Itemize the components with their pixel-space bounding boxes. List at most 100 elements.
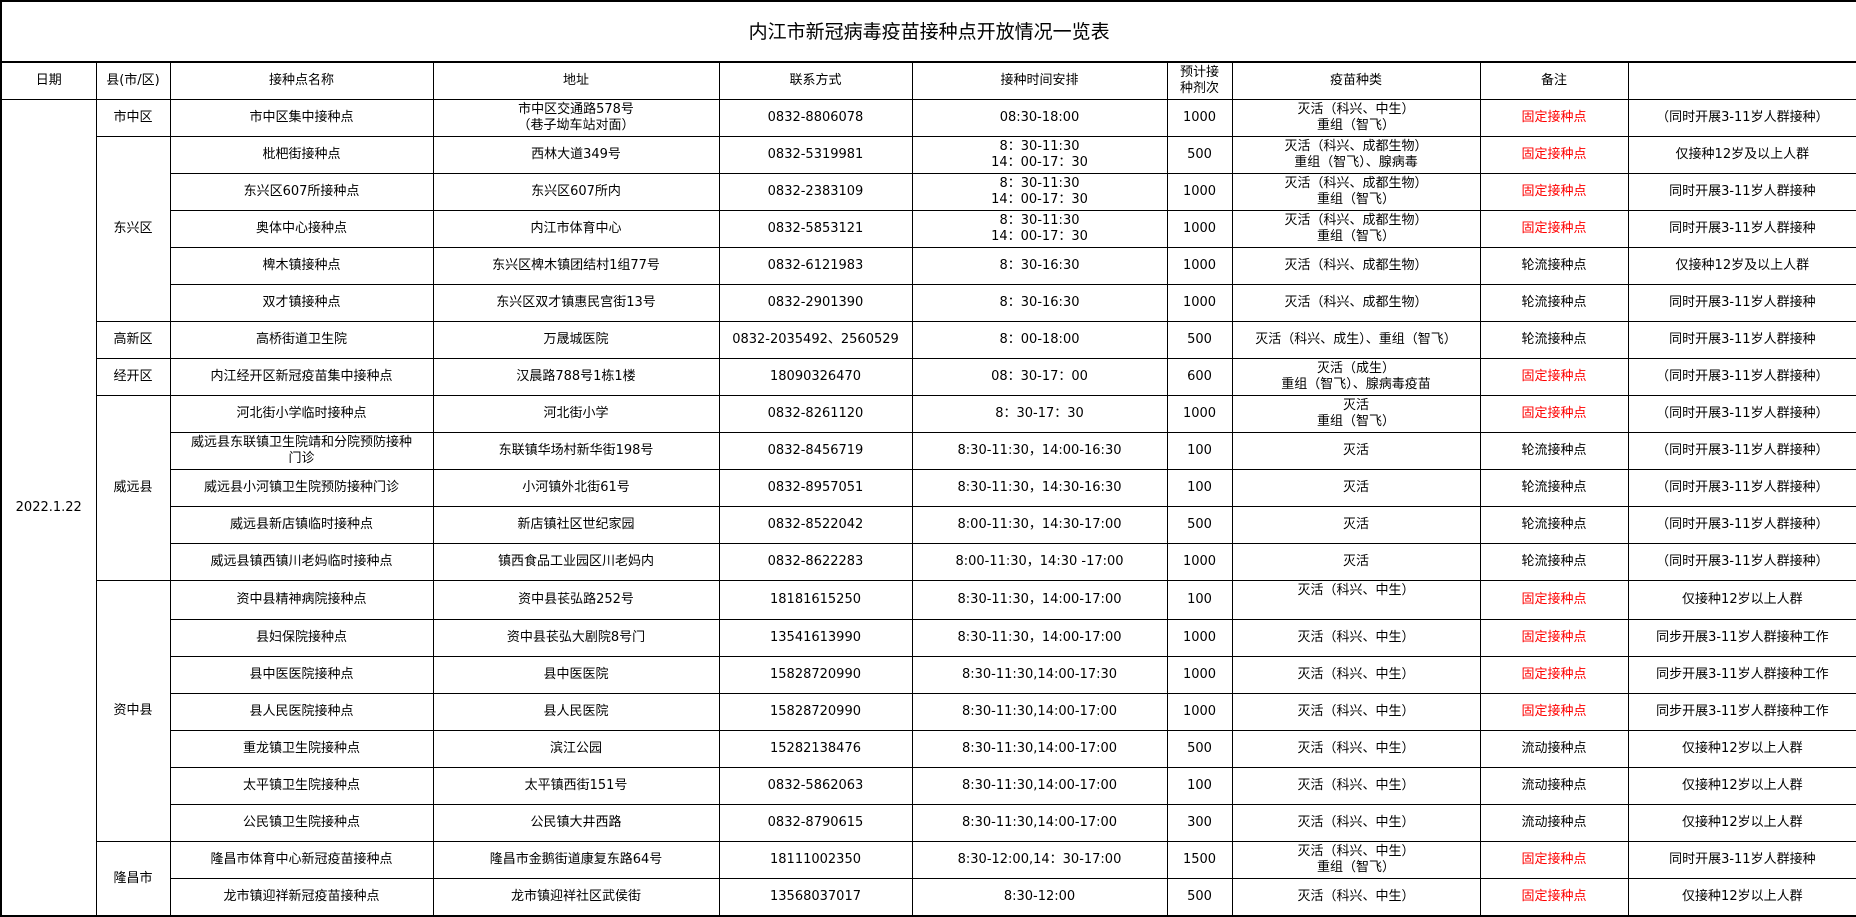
site-type-cell: 固定接种点 xyxy=(1479,841,1629,879)
contact-cell: 0832-8957051 xyxy=(718,469,913,507)
note-cell: （同时开展3-11岁人群接种） xyxy=(1627,99,1856,137)
header-schedule: 接种时间安排 xyxy=(911,61,1168,100)
schedule-cell: 8:30-11:30,14:00-17:00 xyxy=(911,767,1168,805)
vaccine-type-cell: 灭活 重组（智飞） xyxy=(1231,395,1481,433)
vaccine-type-cell: 灭活（科兴、中生） xyxy=(1231,878,1481,917)
contact-cell: 0832-5853121 xyxy=(718,210,913,248)
address-cell: 内江市体育中心 xyxy=(432,210,720,248)
address-cell: 镇西食品工业园区川老妈内 xyxy=(432,543,720,581)
header-contact: 联系方式 xyxy=(718,61,913,100)
table-row: 资中县 资中县精神病院接种点 资中县苌弘路252号 18181615250 8:30-1… xyxy=(1,580,1856,842)
table-row: 奥体中心接种点 内江市体育中心 0832-5853121 8：30-11:30 14：… xyxy=(1,210,1856,248)
table-row: 椑木镇接种点 东兴区椑木镇团结村1组77号 0832-6121983 8：30-16:… xyxy=(1,247,1856,285)
contact-cell: 0832-8806078 xyxy=(718,99,913,137)
doses-cell: 1000 xyxy=(1166,247,1233,285)
address-cell: 小河镇外北街61号 xyxy=(432,469,720,507)
doses-cell: 1000 xyxy=(1166,543,1233,581)
vaccine-type-cell: 灭活（科兴、中生） xyxy=(1231,767,1481,805)
table-row: 2022.1.22 市中区 市中区集中接种点 市中区交通路578号 （巷子坳车站对面）… xyxy=(0,99,1856,917)
vaccine-type-cell: 灭活（科兴、中生） 重组（智飞） xyxy=(1231,841,1481,879)
site-type-cell: 固定接种点 xyxy=(1479,656,1629,694)
site-name-cell: 县妇保院接种点 xyxy=(169,619,434,657)
doses-cell: 500 xyxy=(1166,730,1233,768)
vaccine-type-cell: 灭活（科兴、中生） xyxy=(1231,619,1481,657)
contact-cell: 13541613990 xyxy=(718,619,913,657)
note-cell: 同步开展3-11岁人群接种工作 xyxy=(1627,656,1856,694)
header-county: 县(市/区) xyxy=(95,61,171,100)
vaccine-type-cell: 灭活（科兴、中生） xyxy=(1231,693,1481,731)
site-name-cell: 威远县东联镇卫生院靖和分院预防接种 门诊 xyxy=(169,432,434,470)
schedule-cell: 8：30-11:30 14：00-17：30 xyxy=(911,210,1168,248)
doses-cell: 500 xyxy=(1166,506,1233,544)
header-row: 日期 县(市/区) 接种点名称 地址 联系方式 接种时间安排 预计接 种剂次 疫苗种类 备注 xyxy=(0,61,1856,100)
table-row: 双才镇接种点 东兴区双才镇惠民宫街13号 0832-2901390 8：30-16:3… xyxy=(1,284,1856,322)
note-cell: 同步开展3-11岁人群接种工作 xyxy=(1627,619,1856,657)
site-type-cell: 固定接种点 xyxy=(1479,136,1629,174)
site-name-cell: 枇杷街接种点 xyxy=(169,136,434,174)
address-cell: 市中区交通路578号 （巷子坳车站对面） xyxy=(432,99,720,137)
table-row: 县中医医院接种点 县中医医院 15828720990 8:30-11:30,14:00… xyxy=(1,656,1856,694)
note-cell: 同时开展3-11岁人群接种 xyxy=(1627,841,1856,879)
site-name-cell: 龙市镇迎祥新冠疫苗接种点 xyxy=(169,878,434,917)
site-type-cell: 轮流接种点 xyxy=(1479,469,1629,507)
doses-cell: 1000 xyxy=(1166,210,1233,248)
contact-cell: 0832-8522042 xyxy=(718,506,913,544)
schedule-cell: 8:30-11:30,14:00-17:30 xyxy=(911,656,1168,694)
note-cell: （同时开展3-11岁人群接种） xyxy=(1627,395,1856,433)
site-name-cell: 隆昌市体育中心新冠疫苗接种点 xyxy=(169,841,434,879)
vaccine-type-cell: 灭活 xyxy=(1231,469,1481,507)
address-cell: 汉晨路788号1栋1楼 xyxy=(432,358,720,396)
contact-cell: 0832-5319981 xyxy=(718,136,913,174)
schedule-cell: 08:30-18:00 xyxy=(911,99,1168,137)
note-cell: 仅接种12岁以上人群 xyxy=(1627,730,1856,768)
site-name-cell: 威远县小河镇卫生院预防接种门诊 xyxy=(169,469,434,507)
schedule-cell: 8:00-11:30，14:30 -17:00 xyxy=(911,543,1168,581)
site-type-cell: 轮流接种点 xyxy=(1479,247,1629,285)
contact-cell: 18111002350 xyxy=(718,841,913,879)
vaccine-type-cell: 灭活（科兴、中生） xyxy=(1231,580,1481,620)
site-name-cell: 市中区集中接种点 xyxy=(169,99,434,137)
note-cell: （同时开展3-11岁人群接种） xyxy=(1627,543,1856,581)
address-cell: 西林大道349号 xyxy=(432,136,720,174)
header-note xyxy=(1627,61,1856,100)
vaccine-type-cell: 灭活（科兴、中生） xyxy=(1231,730,1481,768)
schedule-cell: 8:30-11:30，14:00-17:00 xyxy=(911,619,1168,657)
site-name-cell: 东兴区607所接种点 xyxy=(169,173,434,211)
site-name-cell: 奥体中心接种点 xyxy=(169,210,434,248)
address-cell: 万晟城医院 xyxy=(432,321,720,359)
contact-cell: 18181615250 xyxy=(718,580,913,620)
contact-cell: 0832-8790615 xyxy=(718,804,913,842)
site-type-cell: 固定接种点 xyxy=(1479,580,1629,620)
site-name-cell: 资中县精神病院接种点 xyxy=(169,580,434,620)
site-type-cell: 流动接种点 xyxy=(1479,767,1629,805)
header-address: 地址 xyxy=(432,61,720,100)
doses-cell: 100 xyxy=(1166,469,1233,507)
contact-cell: 15828720990 xyxy=(718,656,913,694)
site-name-cell: 内江经开区新冠疫苗集中接种点 xyxy=(169,358,434,396)
contact-cell: 0832-6121983 xyxy=(718,247,913,285)
doses-cell: 100 xyxy=(1166,580,1233,620)
schedule-cell: 8:30-11:30,14:00-17:00 xyxy=(911,730,1168,768)
schedule-cell: 8:30-11:30,14:00-17:00 xyxy=(911,804,1168,842)
header-site-type: 备注 xyxy=(1479,61,1629,100)
county-cell: 威远县 xyxy=(95,395,171,581)
date-cell: 2022.1.22 xyxy=(0,99,97,917)
contact-cell: 13568037017 xyxy=(718,878,913,917)
contact-cell: 0832-2901390 xyxy=(718,284,913,322)
schedule-cell: 8:30-11:30，14:30-16:30 xyxy=(911,469,1168,507)
header-doses: 预计接 种剂次 xyxy=(1166,61,1233,100)
note-cell: 同步开展3-11岁人群接种工作 xyxy=(1627,693,1856,731)
site-name-cell: 椑木镇接种点 xyxy=(169,247,434,285)
note-cell: 仅接种12岁以上人群 xyxy=(1627,804,1856,842)
note-cell: 同时开展3-11岁人群接种 xyxy=(1627,321,1856,359)
address-cell: 新店镇社区世纪家园 xyxy=(432,506,720,544)
site-type-cell: 固定接种点 xyxy=(1479,878,1629,917)
header-vaccine-type: 疫苗种类 xyxy=(1231,61,1481,100)
site-type-cell: 轮流接种点 xyxy=(1479,506,1629,544)
note-cell: （同时开展3-11岁人群接种） xyxy=(1627,506,1856,544)
address-cell: 县人民医院 xyxy=(432,693,720,731)
site-name-cell: 公民镇卫生院接种点 xyxy=(169,804,434,842)
table-row: 龙市镇迎祥新冠疫苗接种点 龙市镇迎祥社区武侯街 13568037017 8:30-12… xyxy=(1,878,1856,917)
note-cell: 仅接种12岁及以上人群 xyxy=(1627,247,1856,285)
doses-cell: 1000 xyxy=(1166,99,1233,137)
